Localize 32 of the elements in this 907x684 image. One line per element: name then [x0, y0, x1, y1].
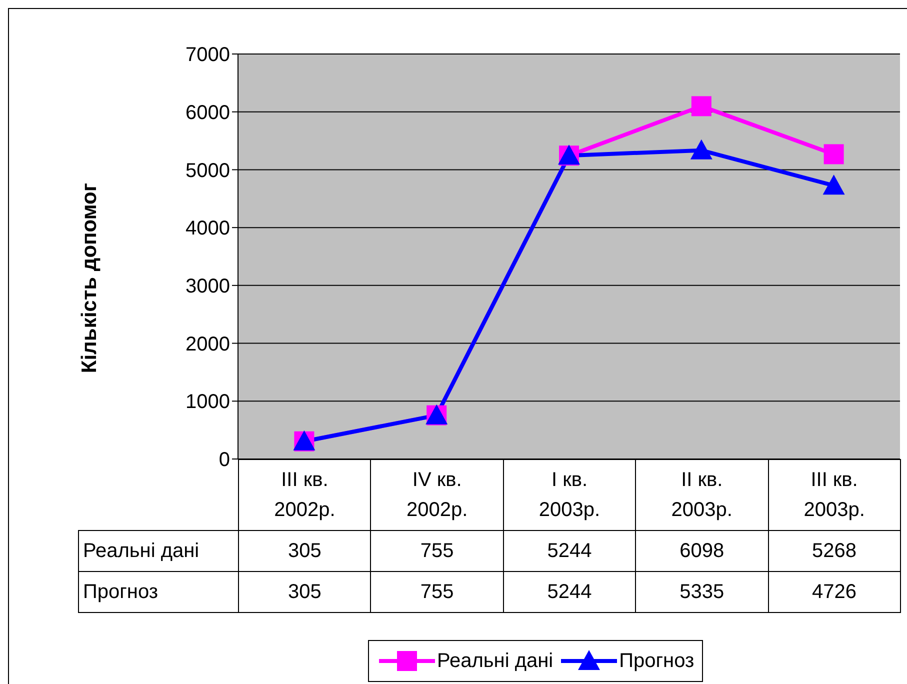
point — [822, 174, 845, 195]
y-axis-title: Кількість допомог — [78, 182, 102, 374]
text: Прогноз — [83, 581, 158, 603]
y-tick-label: 3000 — [186, 276, 230, 298]
x-tick-label: II кв. 2003р. — [635, 459, 769, 531]
data-label: 755 — [370, 530, 504, 572]
point — [691, 96, 712, 116]
legend-label: Прогноз — [619, 650, 694, 672]
text: Реальні дані — [83, 540, 200, 562]
data-label: 5244 — [502, 530, 636, 572]
data-label: 755 — [370, 571, 504, 613]
x-tick-label: III кв. 2002р. — [238, 459, 372, 531]
y-tick-label: 2000 — [186, 333, 230, 356]
point — [690, 139, 712, 160]
data-label: 4726 — [768, 571, 901, 613]
y-tick-label: 7000 — [186, 44, 230, 66]
data-label: 305 — [238, 571, 372, 613]
y-tick-label: 5000 — [186, 160, 230, 182]
data-label: 5335 — [635, 571, 769, 613]
y-tick-label: 4000 — [186, 218, 230, 240]
x-tick-label: III кв. 2003р. — [768, 459, 901, 531]
y-tick-label: 0 — [218, 449, 230, 472]
legend-label: Реальні дані — [437, 650, 554, 672]
x-tick-label: IV кв. 2002р. — [370, 459, 504, 531]
y-tick-label: 6000 — [186, 102, 230, 124]
point — [824, 144, 844, 164]
y-tick-label: 1000 — [186, 391, 230, 414]
data-label: 5244 — [502, 571, 636, 613]
data-label: 6098 — [635, 530, 769, 572]
data-label: 305 — [238, 530, 372, 572]
data-label: 5268 — [768, 530, 901, 572]
x-tick-label: I кв. 2003р. — [502, 459, 636, 531]
